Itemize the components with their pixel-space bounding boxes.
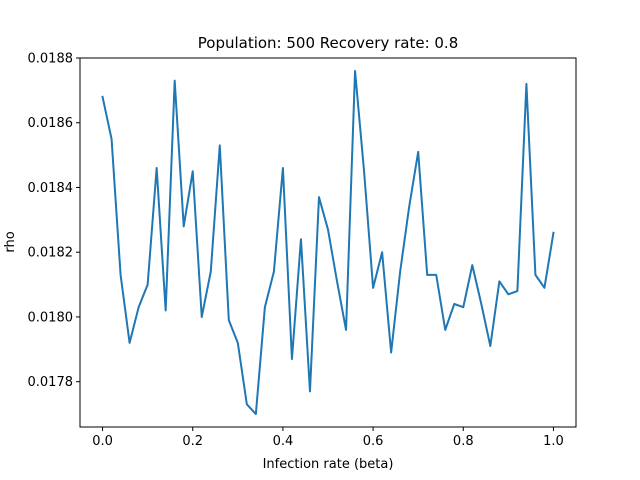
x-axis-ticks: 0.0 0.2 0.4 0.6 0.8 1.0 bbox=[92, 427, 564, 449]
x-tick-label: 0.0 bbox=[92, 434, 113, 449]
y-tick-label: 0.0186 bbox=[28, 116, 74, 131]
chart-title: Population: 500 Recovery rate: 0.8 bbox=[198, 34, 459, 52]
y-tick-label: 0.0180 bbox=[28, 310, 74, 325]
series-line bbox=[101, 69, 555, 416]
y-tick-label: 0.0188 bbox=[28, 52, 74, 67]
x-tick-label: 0.8 bbox=[453, 434, 474, 449]
y-tick-label: 0.0184 bbox=[28, 181, 74, 196]
x-tick-label: 1.0 bbox=[543, 434, 564, 449]
y-tick-label: 0.0178 bbox=[28, 375, 74, 390]
x-tick-label: 0.2 bbox=[182, 434, 203, 449]
x-tick-label: 0.4 bbox=[273, 434, 294, 449]
y-tick-label: 0.0182 bbox=[28, 246, 74, 261]
x-axis-title: Infection rate (beta) bbox=[263, 457, 394, 472]
y-axis-title: rho bbox=[3, 231, 18, 252]
series-layer bbox=[101, 69, 555, 416]
y-axis-ticks: 0.0178 0.0180 0.0182 0.0184 0.0186 0.0188 bbox=[28, 52, 80, 390]
x-tick-label: 0.6 bbox=[363, 434, 384, 449]
plot-area-frame bbox=[79, 57, 577, 428]
